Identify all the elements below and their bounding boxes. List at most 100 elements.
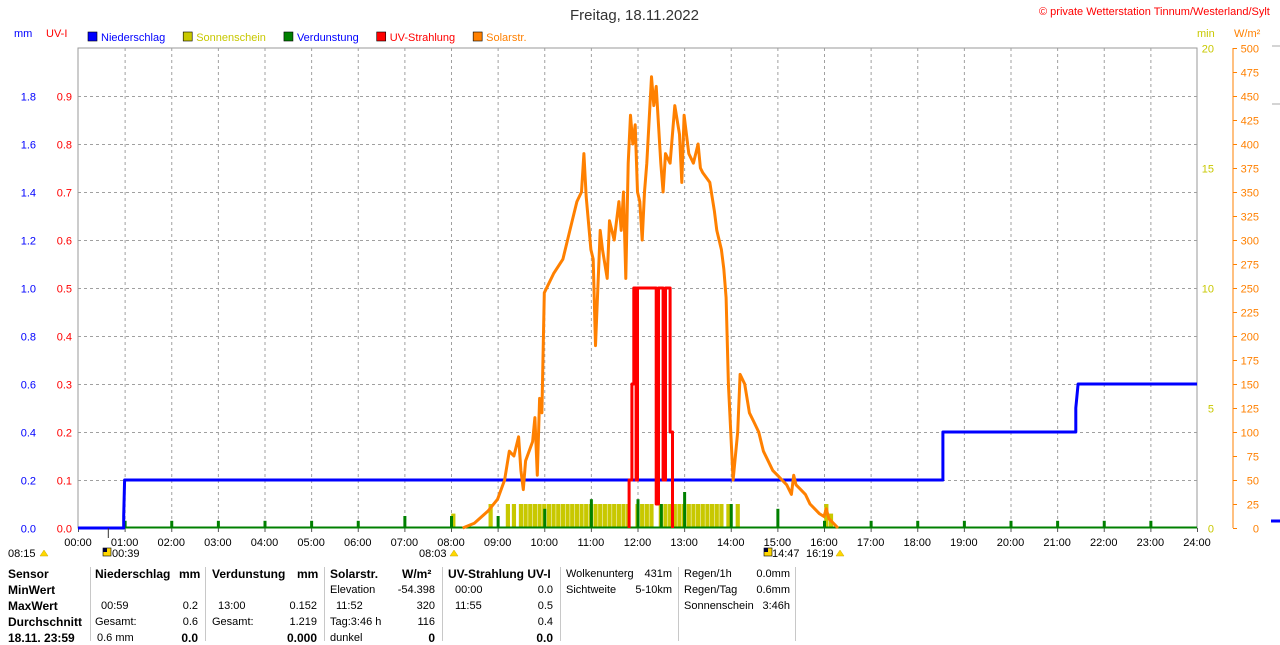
precip-tick-label: 1.2: [21, 236, 36, 248]
legend-swatch: [377, 32, 386, 41]
row-label-avg: Durchschnitt: [8, 615, 82, 629]
precip-tick-label: 1.8: [21, 92, 36, 104]
x-tick-label: 14:00: [717, 537, 745, 549]
sunshine-bar: [584, 504, 588, 528]
uv-tick-label: 0.8: [57, 140, 72, 152]
solar-tick-label: 175: [1241, 356, 1259, 368]
sun-marker-time: 14:47: [772, 548, 800, 560]
evaporation-spike: [637, 499, 640, 528]
sunshine-bar: [598, 504, 602, 528]
solar-tick-label: 275: [1241, 260, 1259, 272]
row-label-last: 18.11. 23:59: [8, 631, 75, 645]
solar-tick-label: 0: [1253, 524, 1259, 536]
solar-tick-label: 375: [1241, 164, 1259, 176]
sunshine-bar: [551, 504, 555, 528]
verdunstung-header: Verdunstung: [212, 567, 285, 581]
sunshine-bar: [691, 504, 695, 528]
sunshine-bar: [565, 504, 569, 528]
x-tick-label: 06:00: [344, 537, 372, 549]
x-tick-label: 04:00: [251, 537, 279, 549]
sunshine-bar: [701, 504, 705, 528]
sunshine-bar: [512, 504, 516, 528]
sichtweite-label: Sichtweite: [566, 583, 616, 597]
sunshine-bar: [677, 504, 681, 528]
solar-tick-label: 425: [1241, 116, 1259, 128]
precip-tick-label: 0.2: [21, 476, 36, 488]
sunshine-bar: [506, 504, 510, 528]
x-tick-label: 07:00: [391, 537, 419, 549]
evaporation-spike: [450, 516, 453, 528]
x-tick-label: 00:00: [64, 537, 92, 549]
solar-max-time: 11:52: [336, 599, 363, 613]
sunshine-bar: [593, 504, 597, 528]
precip-tick-label: 1.6: [21, 140, 36, 152]
solar-elevation-value: -54.398: [380, 583, 435, 597]
solar-unit: W/m²: [402, 567, 431, 581]
unit-label-uvi: UV-I: [46, 27, 67, 41]
legend-swatch: [88, 32, 97, 41]
solar-tick-label: 500: [1241, 44, 1259, 56]
verdunstung-unit: mm: [297, 567, 318, 581]
niederschlag-max-time: 00:59: [101, 599, 129, 613]
solar-dunkel-value: 0: [380, 631, 435, 645]
sunshine-bar: [663, 504, 667, 528]
niederschlag-last-value: 0.0: [150, 631, 198, 645]
solar-dunkel-label: dunkel: [330, 631, 362, 645]
x-tick-label: 03:00: [204, 537, 232, 549]
solar-tick-label: 125: [1241, 404, 1259, 416]
sonnenschein-value: 3:46h: [740, 599, 790, 613]
sunshine-bar: [519, 504, 523, 528]
solar-max-value: 320: [380, 599, 435, 613]
x-tick-label: 22:00: [1090, 537, 1118, 549]
regen-1h-label: Regen/1h: [684, 567, 732, 581]
sichtweite-value: 5-10km: [620, 583, 672, 597]
evaporation-spike: [660, 504, 663, 528]
chart-title: Freitag, 18.11.2022: [570, 7, 699, 25]
solar-tick-label: 50: [1247, 476, 1259, 488]
evaporation-spike: [590, 499, 593, 528]
x-tick-label: 17:00: [857, 537, 885, 549]
sunshine-bar: [561, 504, 565, 528]
verdunstung-sum-value: 1.219: [262, 615, 317, 629]
evaporation-spike: [497, 516, 500, 528]
solar-tick-label: 300: [1241, 236, 1259, 248]
niederschlag-last-text: 0.6 mm: [97, 631, 134, 645]
legend-label: Sonnenschein: [196, 32, 266, 44]
evaporation-spike: [543, 509, 546, 528]
sunshine-bar: [524, 504, 528, 528]
solar-tick-label: 150: [1241, 380, 1259, 392]
solar-tick-label: 400: [1241, 140, 1259, 152]
x-tick-label: 02:00: [157, 537, 185, 549]
solar-tick-label: 200: [1241, 332, 1259, 344]
niederschlag-header: Niederschlag: [95, 567, 170, 581]
sunshine-bar: [533, 504, 537, 528]
sunshine-bar: [696, 504, 700, 528]
precip-tick-label: 0.0: [21, 524, 36, 536]
sun-icon: [450, 550, 458, 556]
row-label-sensor: Sensor: [8, 567, 49, 581]
uv-tick-label: 0.2: [57, 428, 72, 440]
solar-tick-label: 100: [1241, 428, 1259, 440]
precip-tick-label: 1.4: [21, 188, 36, 200]
regen-tag-value: 0.6mm: [740, 583, 790, 597]
sunshine-bar: [528, 504, 532, 528]
verdunstung-max-time: 13:00: [218, 599, 246, 613]
sunshine-bar: [736, 504, 740, 528]
sunshine-bar: [621, 504, 625, 528]
verdunstung-last-value: 0.000: [262, 631, 317, 645]
sunshine-bar: [537, 504, 541, 528]
regen-1h-value: 0.0mm: [740, 567, 790, 581]
uv-min-time: 00:00: [455, 583, 483, 597]
precip-tick-label: 0.6: [21, 380, 36, 392]
solar-tag-label: Tag:3:46 h: [330, 615, 381, 629]
evaporation-spike: [730, 504, 733, 528]
unit-label-mm: mm: [14, 27, 32, 41]
solar-tick-label: 450: [1241, 92, 1259, 104]
sunshine-bar: [607, 504, 611, 528]
legend-swatch: [473, 32, 482, 41]
sunshine-bar: [547, 504, 551, 528]
niederschlag-unit: mm: [179, 567, 200, 581]
solar-header: Solarstr.: [330, 567, 378, 581]
